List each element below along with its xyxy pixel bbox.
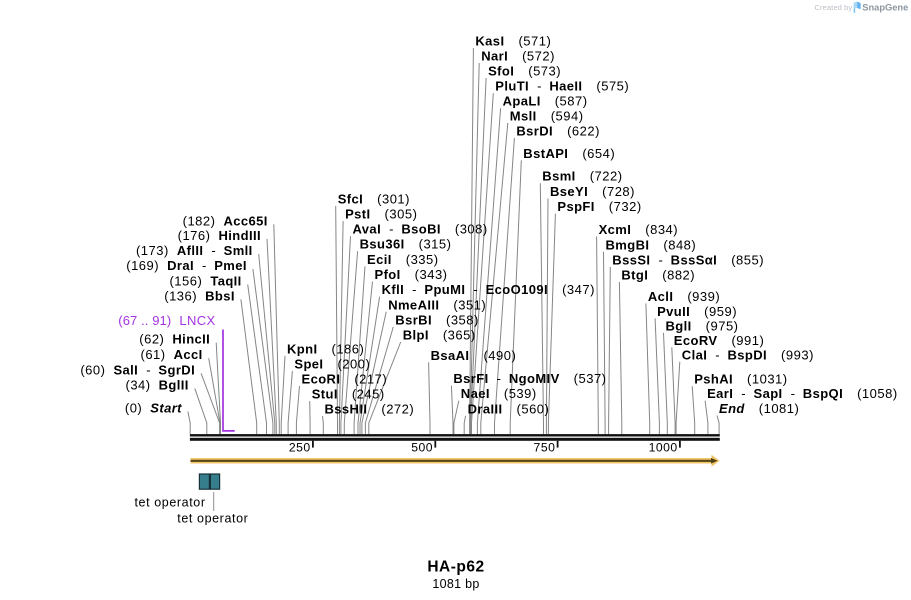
svg-text:SpeI(200): SpeI (200) [294,356,370,371]
svg-text:XcmI(834): XcmI (834) [599,222,679,237]
svg-text:(136)BbsI: (136) BbsI [164,288,235,303]
svg-text:PvuII(959): PvuII (959) [657,304,737,319]
svg-text:MslI(594): MslI (594) [510,109,584,124]
svg-text:StuI(245): StuI (245) [312,387,385,402]
svg-text:PspFI(732): PspFI (732) [557,199,641,214]
svg-text:(61)AccI: (61) AccI [141,347,203,362]
svg-text:SfoI(573): SfoI (573) [488,64,561,79]
svg-text:Bsu36I(315): Bsu36I (315) [360,237,452,252]
svg-text:PfoI(343): PfoI (343) [375,267,448,282]
svg-text:HA-p62: HA-p62 [427,559,484,576]
svg-text:SfcI(301): SfcI (301) [338,192,410,207]
svg-text:DraIII(560): DraIII (560) [468,401,550,416]
svg-text:BmgBI(848): BmgBI (848) [606,237,697,252]
svg-text:(34)BglII: (34) BglII [126,377,189,392]
svg-text:BssHII(272): BssHII (272) [325,402,415,417]
svg-text:500: 500 [411,440,433,454]
svg-text:BstAPI(654): BstAPI (654) [523,146,615,161]
svg-text:BsrBI(358): BsrBI (358) [395,312,479,327]
svg-text:(60)SalI-SgrDI: (60) SalI - SgrDI [80,362,195,377]
svg-text:KflI-PpuMI-EcoO109I(347): KflI - PpuMI - EcoO109I (347) [382,282,595,297]
svg-text:AvaI-BsoBI(308): AvaI - BsoBI (308) [353,222,488,237]
svg-text:1000: 1000 [649,440,678,454]
svg-text:(173)AflII-SmlI: (173) AflII - SmlI [136,243,253,258]
svg-text:tet operator: tet operator [134,496,205,510]
svg-text:KpnI(186): KpnI (186) [287,341,364,356]
svg-text:EcoRI(217): EcoRI (217) [302,372,388,387]
svg-text:Created by: Created by [815,3,853,12]
svg-text:(62)HincII: (62) HincII [139,332,210,347]
svg-text:tet operator: tet operator [177,512,248,526]
svg-text:NarI(572): NarI (572) [481,49,555,64]
svg-text:(169)DraI-PmeI: (169) DraI - PmeI [126,258,247,273]
svg-text:PshAI(1031): PshAI (1031) [694,372,787,387]
svg-text:BsaAI(490): BsaAI (490) [431,348,517,363]
svg-text:BsrDI(622): BsrDI (622) [516,123,600,138]
svg-text:KasI(571): KasI (571) [475,34,551,49]
svg-text:PluTI-HaeII(575): PluTI - HaeII (575) [495,79,629,94]
svg-text:BlpI(365): BlpI (365) [403,328,476,343]
svg-text:BglI(975): BglI (975) [666,318,739,333]
svg-text:(67 .. 91)LNCX: (67 .. 91) LNCX [118,313,215,328]
svg-text:EarI-SapI-BspQI(1058): EarI - SapI - BspQI (1058) [707,386,898,401]
svg-text:EcoRV(991): EcoRV (991) [674,333,765,348]
svg-text:BseYI(728): BseYI (728) [550,184,635,199]
svg-text:(0)Start: (0) Start [125,401,182,416]
svg-text:250: 250 [289,440,311,454]
svg-text:(156)TaqII: (156) TaqII [169,273,241,288]
svg-text:BsmI(722): BsmI (722) [542,169,622,184]
svg-text:BsrFI-NgoMIV(537): BsrFI - NgoMIV (537) [453,371,606,386]
svg-text:NaeI(539): NaeI (539) [461,386,537,401]
svg-text:1081 bp: 1081 bp [432,577,479,591]
svg-text:SnapGene: SnapGene [862,3,908,13]
svg-text:NmeAIII(351): NmeAIII (351) [388,297,486,312]
svg-text:750: 750 [534,440,556,454]
svg-text:AclI(939): AclI (939) [648,289,720,304]
svg-text:(176)HindIII: (176) HindIII [178,228,261,243]
svg-text:BssSI-BssSαI(855): BssSI - BssSαI (855) [612,253,764,268]
svg-text:(182)Acc65I: (182) Acc65I [183,213,268,228]
svg-text:ClaI-BspDI(993): ClaI - BspDI (993) [682,347,814,362]
svg-text:EciI(335): EciI (335) [367,252,439,267]
svg-text:PstI(305): PstI (305) [345,207,417,222]
svg-text:End(1081): End (1081) [719,401,799,416]
svg-text:BtgI(882): BtgI (882) [621,268,695,283]
svg-text:ApaLI(587): ApaLI (587) [503,94,588,109]
